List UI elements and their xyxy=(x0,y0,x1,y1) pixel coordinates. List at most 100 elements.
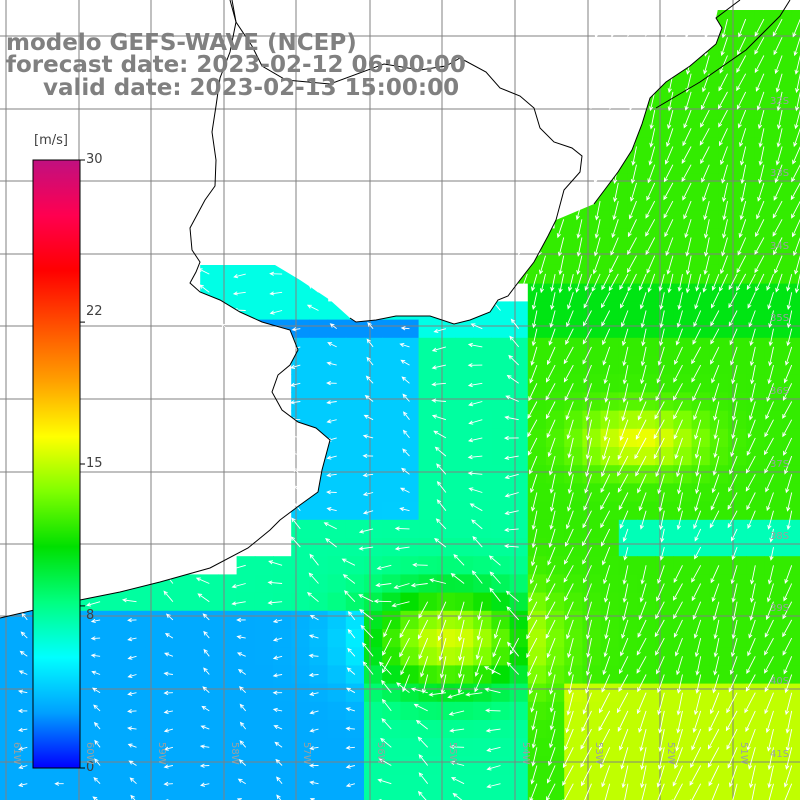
wind-cell xyxy=(0,756,19,776)
wind-cell xyxy=(509,483,529,503)
wind-arrow xyxy=(394,526,410,531)
wind-arrow xyxy=(609,255,619,274)
lon-label: 56W xyxy=(375,742,386,765)
wind-arrow xyxy=(592,255,601,275)
wind-arrow xyxy=(676,656,683,676)
wind-cell xyxy=(345,483,365,503)
wind-arrow xyxy=(545,583,556,602)
wind-cell xyxy=(509,319,529,339)
wind-arrow xyxy=(713,619,720,640)
wind-cell xyxy=(364,701,383,721)
wind-cell xyxy=(109,665,128,685)
wind-arrow xyxy=(563,565,574,583)
wind-arrow xyxy=(750,583,756,603)
wind-arrow xyxy=(612,200,619,221)
lon-label: 61W xyxy=(11,742,22,765)
wind-arrow xyxy=(415,719,428,730)
wind-arrow xyxy=(566,619,574,640)
wind-arrow xyxy=(576,219,583,239)
wind-cell xyxy=(91,665,110,685)
wind-cell xyxy=(236,665,256,685)
wind-arrow xyxy=(712,674,720,694)
wind-arrow xyxy=(640,364,647,385)
wind-cell xyxy=(509,756,529,776)
model-title: modelo GEFS-WAVE (NCEP) xyxy=(6,30,357,56)
wind-arrow xyxy=(681,164,692,183)
wind-arrow xyxy=(736,73,747,92)
wind-arrow xyxy=(275,758,283,766)
wind-arrow xyxy=(199,744,210,749)
wind-arrow xyxy=(684,91,692,111)
wind-cell xyxy=(0,701,19,721)
wind-cell xyxy=(291,574,310,594)
wind-cell xyxy=(18,774,37,794)
wind-cell xyxy=(127,592,147,612)
wind-arrow xyxy=(562,783,574,800)
wind-cell xyxy=(473,374,492,393)
wind-arrow xyxy=(539,273,546,294)
wind-arrow xyxy=(531,710,538,731)
wind-arrow xyxy=(666,255,674,275)
wind-cell xyxy=(673,538,693,557)
wind-cell xyxy=(127,701,147,721)
wind-arrow xyxy=(791,200,800,219)
wind-arrow xyxy=(378,758,392,766)
wind-arrow xyxy=(769,528,774,543)
wind-arrow xyxy=(428,692,446,697)
wind-arrow xyxy=(671,783,683,800)
wind-arrow xyxy=(608,273,619,292)
wind-arrow xyxy=(467,437,483,443)
wind-arrow xyxy=(657,346,665,366)
wind-arrow xyxy=(600,492,611,511)
wind-arrow xyxy=(346,667,356,675)
wind-arrow xyxy=(531,273,538,292)
wind-cell xyxy=(509,592,529,612)
wind-cell xyxy=(791,228,800,248)
wind-arrow xyxy=(121,598,137,603)
wind-cell xyxy=(382,774,401,794)
wind-cell xyxy=(491,519,511,539)
wind-arrow xyxy=(731,601,738,622)
wind-arrow xyxy=(775,73,783,93)
wind-arrow xyxy=(663,164,674,183)
wind-arrow xyxy=(731,401,738,422)
wind-arrow xyxy=(274,741,283,748)
wind-arrow xyxy=(645,200,656,219)
wind-cell xyxy=(418,720,438,739)
wind-arrow xyxy=(520,273,528,293)
wind-arrow xyxy=(590,109,601,128)
wind-arrow xyxy=(362,453,374,459)
wind-arrow xyxy=(640,346,647,367)
wind-arrow xyxy=(93,721,101,730)
wind-cell xyxy=(91,647,110,666)
wind-arrow xyxy=(667,273,674,294)
wind-arrow xyxy=(676,510,683,531)
wind-arrow xyxy=(767,565,774,585)
wind-arrow xyxy=(736,255,747,274)
wind-arrow xyxy=(363,414,374,421)
wind-arrow xyxy=(750,565,756,585)
wind-arrow xyxy=(508,354,520,366)
wind-arrow xyxy=(701,164,710,183)
wind-cell xyxy=(546,792,565,800)
wind-cell xyxy=(200,683,219,703)
wind-arrow xyxy=(380,737,392,748)
wind-cell xyxy=(291,538,310,557)
wind-arrow xyxy=(718,109,728,128)
wind-arrow xyxy=(237,778,246,785)
wind-arrow xyxy=(628,200,637,220)
wind-arrow xyxy=(702,273,710,293)
wind-arrow xyxy=(629,91,637,111)
wind-arrow xyxy=(747,637,756,657)
wind-arrow xyxy=(728,310,738,327)
wind-arrow xyxy=(786,510,793,531)
wind-arrow xyxy=(601,546,611,566)
wind-arrow xyxy=(726,692,738,714)
wind-arrow xyxy=(362,434,374,439)
wind-arrow xyxy=(565,401,574,421)
wind-arrow xyxy=(19,650,28,657)
wind-cell xyxy=(236,629,256,648)
wind-arrow xyxy=(720,255,728,275)
lat-label: 39S xyxy=(770,603,790,614)
wind-arrow xyxy=(658,710,665,734)
